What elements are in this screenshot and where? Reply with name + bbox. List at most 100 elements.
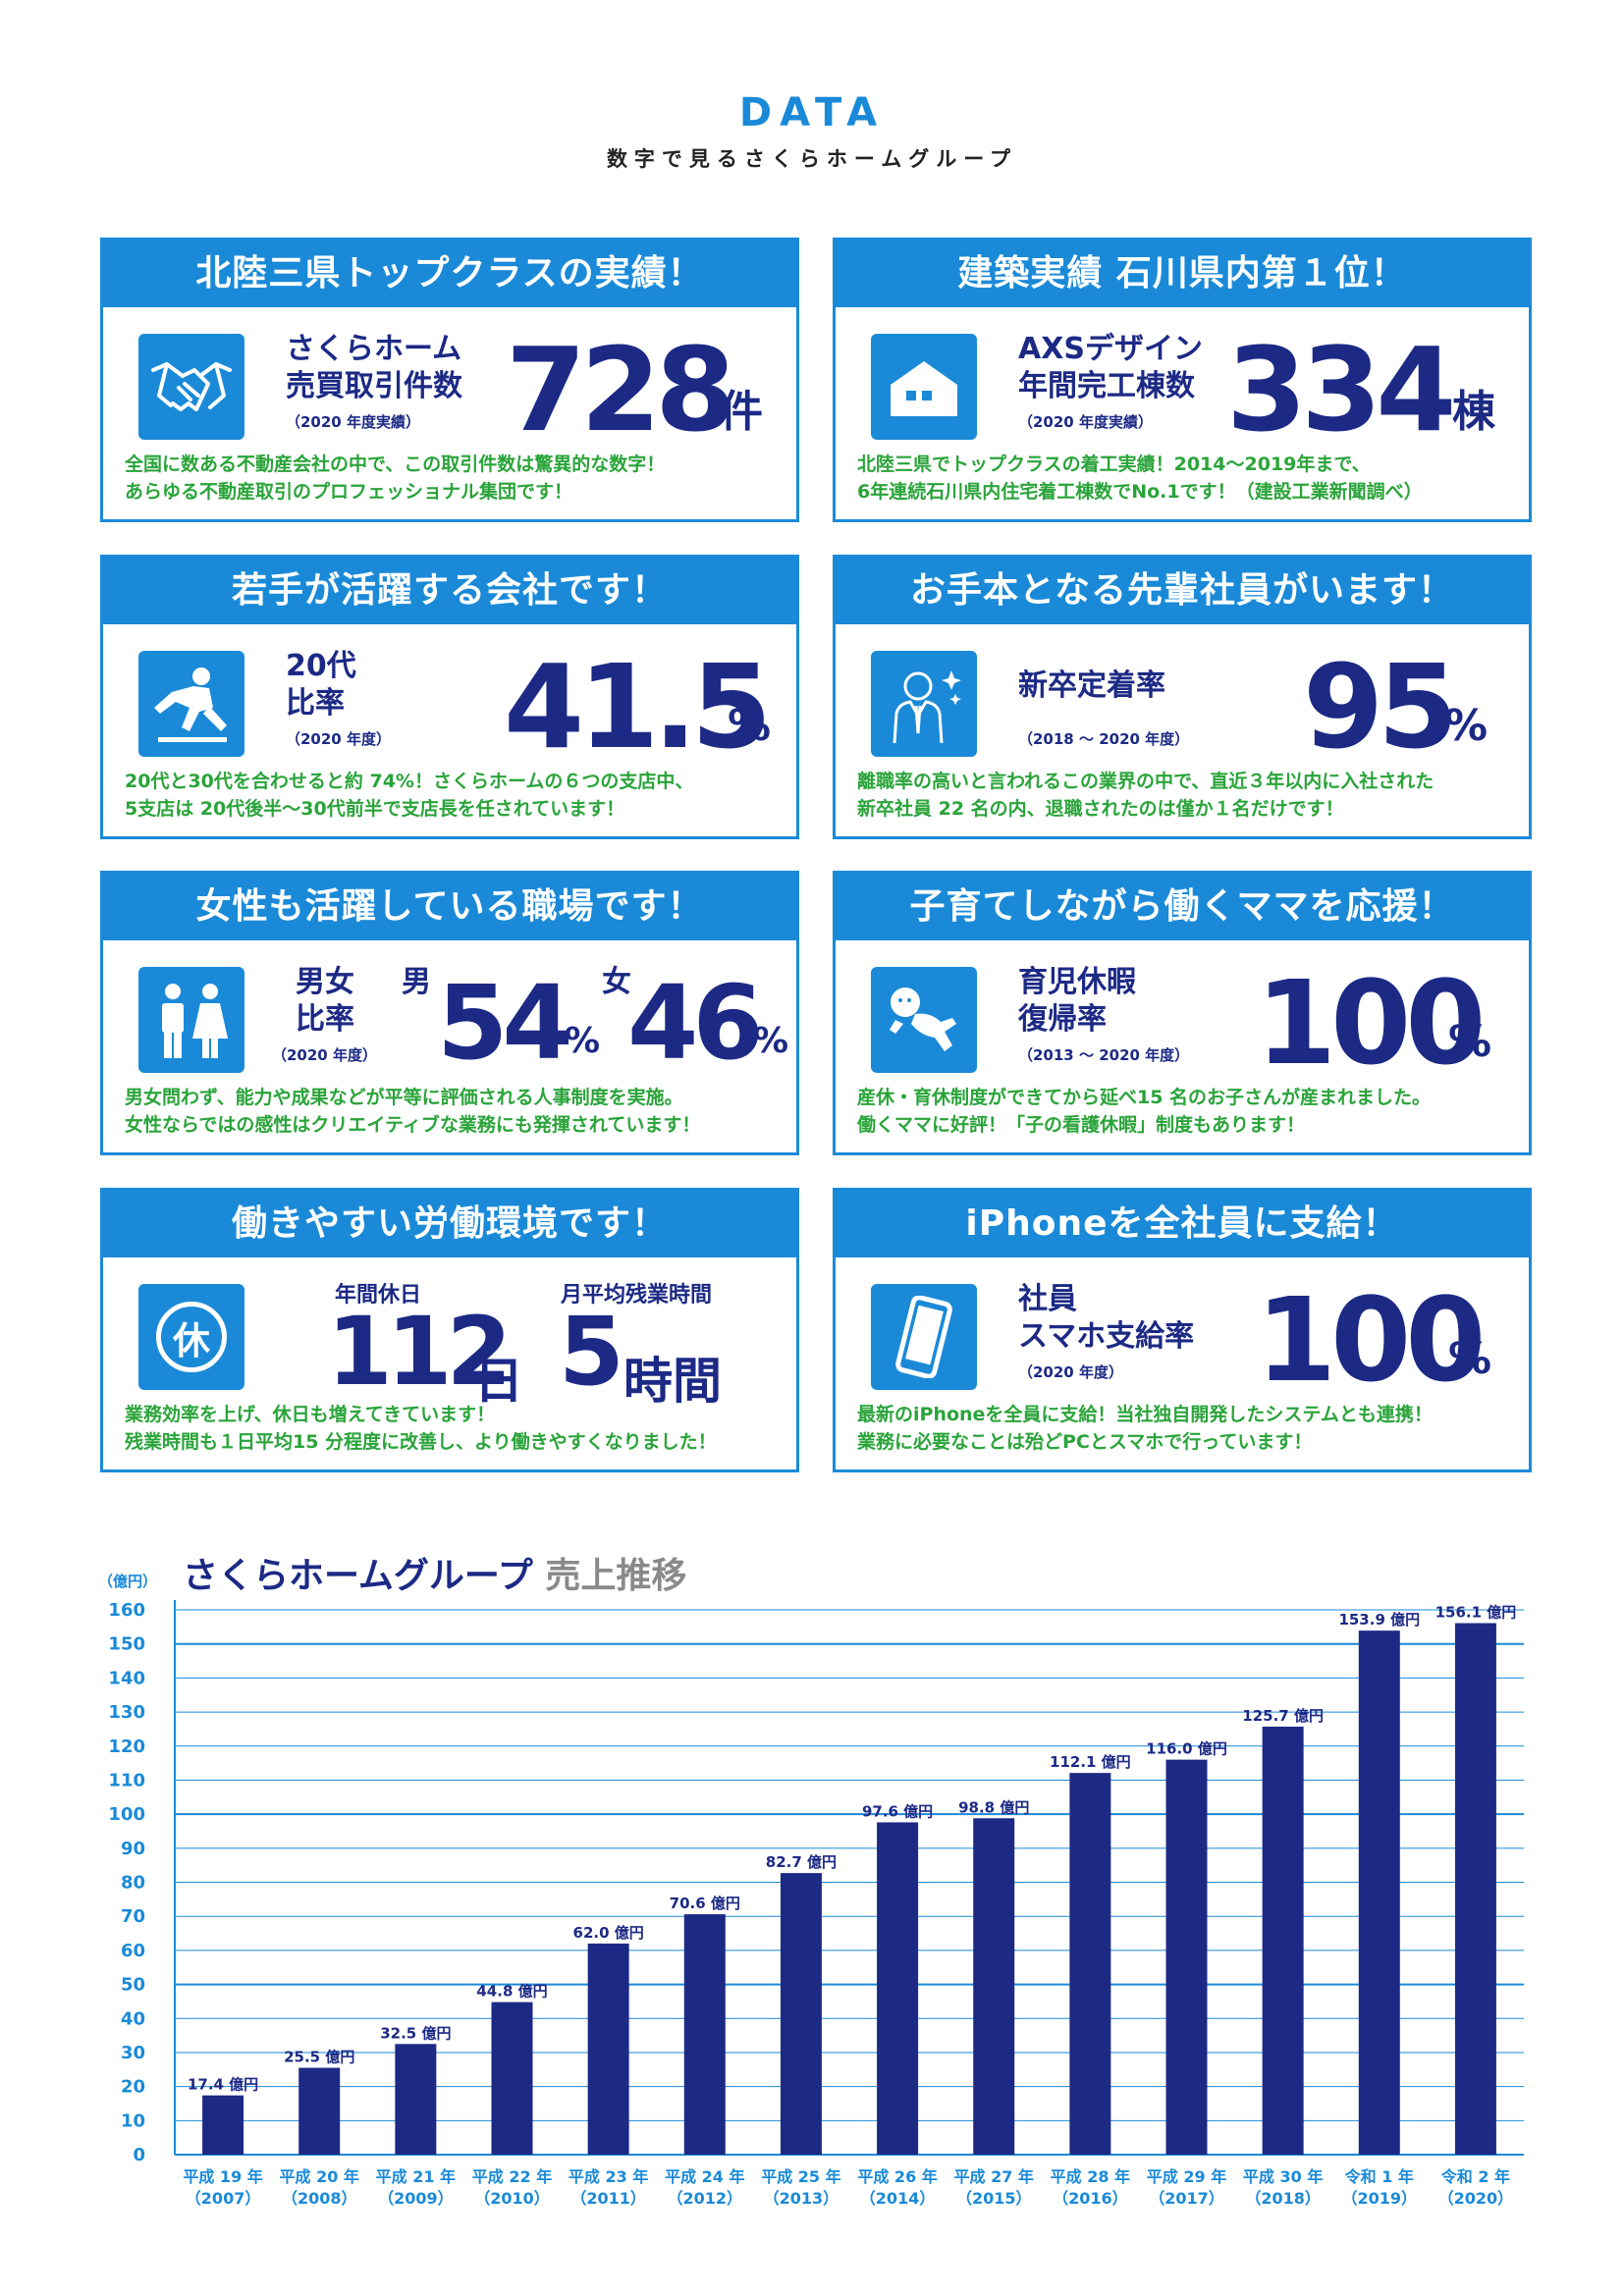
x-tick-label: 平成 21 年 (376, 2167, 456, 2186)
big-number: 95 (1303, 639, 1458, 774)
card-title: iPhoneを全社員に支給！ (836, 1191, 1529, 1257)
y-tick-label: 120 (108, 1736, 145, 1757)
bar (1262, 1726, 1304, 2155)
holiday-label: 年間休日 (335, 1283, 422, 1308)
card-title: 建築実績 石川県内第１位！ (836, 240, 1529, 307)
big-number: 728 (506, 322, 735, 457)
unit: 棟 (1452, 387, 1495, 437)
y-tick-label: 80 (121, 1873, 145, 1894)
card-title: 働きやすい労働環境です！ (103, 1191, 796, 1257)
page-subtitle: 数字で見るさくらホームグループ (606, 147, 1018, 171)
bar-value-label: 17.4 億円 (188, 2076, 258, 2094)
label: 育児休暇 (1018, 965, 1136, 999)
x-tick-label: 平成 19 年 (183, 2167, 262, 2186)
y-tick-label: 0 (133, 2145, 145, 2165)
description: 北陸三県でトップクラスの着工実績！2014～2019年まで、 6年連続石川県内住宅… (857, 454, 1423, 503)
card-retention: お手本となる先輩社員がいます！ 新卒定着率 （2018 ～ 2020 年度） 9… (833, 555, 1532, 839)
unit: 件 (720, 387, 763, 437)
note: （2020 年度実績） (1018, 413, 1153, 431)
female-unit: % (753, 1021, 789, 1061)
card-gender-ratio: 女性も活躍している職場です！ 男女 比率 （2020 年度） 男 54 % 女 … (100, 871, 799, 1155)
holiday-icon: 休 (138, 1284, 244, 1390)
big-number: 100 (1256, 955, 1486, 1091)
x-tick-sublabel: （2009） (378, 2189, 454, 2208)
bar (780, 1873, 822, 2155)
bar (202, 2095, 244, 2155)
x-tick-label: 平成 28 年 (1051, 2167, 1130, 2186)
description: 産休・育休制度ができてから延べ15 名のお子さんが産まれました。 働くママに好評！… (857, 1087, 1432, 1136)
house-icon (871, 334, 977, 440)
y-tick-label: 130 (108, 1702, 145, 1723)
smartphone-icon (871, 1284, 977, 1390)
baby-icon (871, 967, 977, 1073)
card-title: 若手が活躍する会社です！ (103, 558, 796, 624)
label: 比率 (296, 1002, 354, 1037)
card-sales-count: 北陸三県トップクラスの実績！ さくらホーム 売買取引件数 （2020 年度実績）… (100, 238, 799, 522)
bar-value-label: 25.5 億円 (284, 2049, 354, 2066)
male-unit: % (565, 1021, 601, 1061)
x-tick-sublabel: （2008） (282, 2189, 357, 2208)
label: 社員 (1018, 1282, 1077, 1316)
card-title: 北陸三県トップクラスの実績！ (103, 240, 796, 307)
label: 新卒定着率 (1018, 668, 1165, 703)
x-tick-sublabel: （2016） (1053, 2189, 1128, 2208)
unit: % (728, 701, 772, 751)
y-tick-label: 20 (121, 2077, 145, 2098)
bar-value-label: 44.8 億円 (476, 1983, 547, 2001)
card-work-environment: 働きやすい労働環境です！ 休 年間休日 112 日 月平均残業時間 5 時間 業… (100, 1188, 799, 1472)
bar-value-label: 116.0 億円 (1146, 1740, 1227, 1758)
bar-value-label: 32.5 億円 (380, 2024, 451, 2042)
bar (877, 1822, 919, 2155)
unit: % (1444, 701, 1489, 751)
x-tick-label: 平成 30 年 (1243, 2167, 1323, 2186)
label: スマホ支給率 (1018, 1319, 1195, 1354)
bar-value-label: 97.6 億円 (862, 1802, 933, 1820)
x-tick-sublabel: （2012） (668, 2189, 743, 2208)
description: 業務効率を上げ、休日も増えてきています！ 残業時間も１日平均15 分程度に改善し、… (125, 1404, 717, 1453)
y-tick-label: 30 (121, 2043, 145, 2063)
x-tick-label: 平成 20 年 (280, 2167, 359, 2186)
y-tick-label: 10 (121, 2110, 145, 2131)
card-title: お手本となる先輩社員がいます！ (836, 558, 1529, 624)
bar-value-label: 70.6 億円 (670, 1895, 740, 1912)
note: （2020 年度） (1018, 1363, 1123, 1381)
unit: % (1448, 1017, 1492, 1067)
label: 年間完工棟数 (1018, 369, 1195, 403)
bar (491, 2002, 533, 2155)
x-tick-sublabel: （2014） (860, 2189, 936, 2208)
x-tick-label: 平成 27 年 (954, 2167, 1034, 2186)
note: （2018 ～ 2020 年度） (1018, 730, 1190, 748)
y-tick-label: 140 (108, 1668, 145, 1688)
x-tick-sublabel: （2015） (956, 2189, 1032, 2208)
man-woman-icon (138, 967, 244, 1073)
label: AXSデザイン (1018, 332, 1203, 366)
pitcher-icon (138, 651, 244, 757)
y-tick-label: 70 (121, 1906, 145, 1927)
x-tick-label: 平成 22 年 (472, 2167, 552, 2186)
female-percentage: 46 (627, 963, 764, 1083)
big-number: 100 (1256, 1272, 1486, 1408)
holiday-unit: 日 (474, 1353, 523, 1410)
x-tick-label: 令和 1 年 (1344, 2167, 1414, 2186)
bar-value-label: 112.1 億円 (1050, 1753, 1131, 1771)
y-tick-label: 110 (108, 1770, 145, 1790)
bar (1454, 1623, 1496, 2155)
bar-value-label: 98.8 億円 (958, 1798, 1029, 1816)
overtime-unit: 時間 (623, 1353, 722, 1410)
y-axis-unit: （億円） (98, 1573, 158, 1590)
x-tick-label: 平成 24 年 (665, 2167, 744, 2186)
x-tick-label: 平成 29 年 (1147, 2167, 1226, 2186)
page-title: DATA (738, 90, 886, 135)
x-tick-label: 令和 2 年 (1440, 2167, 1510, 2186)
x-tick-sublabel: （2018） (1245, 2189, 1321, 2208)
bar-value-label: 153.9 億円 (1338, 1611, 1420, 1629)
bar-value-label: 62.0 億円 (573, 1924, 644, 1942)
x-tick-label: 平成 26 年 (857, 2167, 937, 2186)
label: さくらホーム (286, 332, 462, 366)
bar-value-label: 82.7 億円 (766, 1853, 837, 1871)
x-tick-label: 平成 23 年 (568, 2167, 648, 2186)
bar (973, 1818, 1015, 2155)
note: （2020 年度実績） (286, 413, 420, 431)
label: 男女 (296, 965, 354, 999)
